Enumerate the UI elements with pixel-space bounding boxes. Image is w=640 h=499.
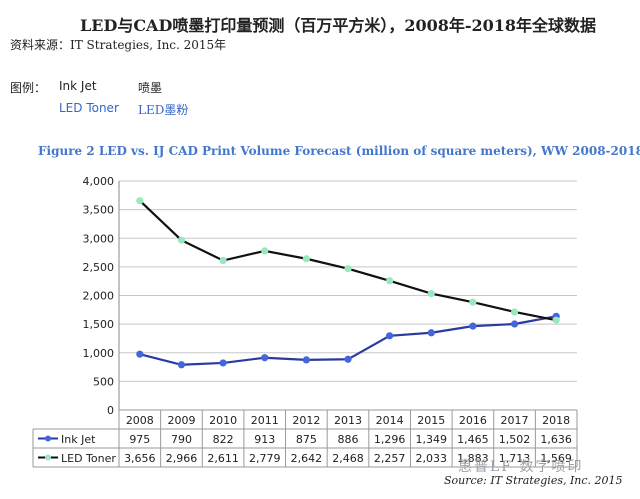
x-tick-label: 2012 bbox=[292, 414, 320, 427]
x-tick-label: 2011 bbox=[251, 414, 279, 427]
x-tick-label: 2017 bbox=[501, 414, 529, 427]
x-tick-label: 2013 bbox=[334, 414, 362, 427]
table-series-name: LED Toner bbox=[61, 452, 116, 465]
x-tick-label: 2015 bbox=[417, 414, 445, 427]
x-tick-label: 2008 bbox=[126, 414, 154, 427]
table-value: 913 bbox=[254, 433, 275, 446]
legend-led-toner-cn: LED墨粉 bbox=[138, 103, 189, 117]
y-tick-label: 3,000 bbox=[83, 232, 115, 245]
data-point bbox=[510, 320, 519, 328]
data-point bbox=[136, 350, 144, 358]
data-point bbox=[344, 355, 352, 363]
data-point bbox=[261, 354, 269, 362]
table-value: 1,465 bbox=[457, 433, 489, 446]
data-point bbox=[386, 332, 394, 340]
table-value: 2,468 bbox=[332, 452, 364, 465]
y-tick-label: 2,500 bbox=[83, 261, 115, 274]
data-point bbox=[302, 356, 310, 364]
data-point bbox=[386, 277, 394, 285]
table-value: 1,636 bbox=[540, 433, 572, 446]
table-value: 1,569 bbox=[540, 452, 572, 465]
data-point bbox=[177, 361, 186, 369]
data-point bbox=[469, 322, 477, 330]
data-point bbox=[177, 236, 186, 244]
data-point bbox=[302, 255, 310, 263]
table-value: 2,779 bbox=[249, 452, 281, 465]
series-line-1 bbox=[139, 199, 557, 322]
figure-source: Source: IT Strategies, Inc. 2015 bbox=[444, 474, 623, 487]
source-text: 资料来源：IT Strategies, Inc. 2015年 bbox=[10, 38, 227, 52]
data-point bbox=[344, 265, 352, 273]
table-value: 1,502 bbox=[499, 433, 531, 446]
watermark: 惠普LF 数字喷印 bbox=[458, 459, 584, 475]
table-value: 2,966 bbox=[166, 452, 198, 465]
table-series-name: Ink Jet bbox=[61, 433, 96, 446]
data-point bbox=[427, 290, 435, 298]
data-point bbox=[469, 298, 477, 306]
chart-title: LED与CAD喷墨打印量预测（百万平方米），2008年-2018年全球数据 bbox=[80, 16, 597, 35]
table-legend-marker bbox=[45, 454, 51, 461]
legend-ink-jet-cn: 喷墨 bbox=[138, 81, 163, 95]
table-value: 790 bbox=[171, 433, 192, 446]
x-tick-label: 2010 bbox=[209, 414, 237, 427]
table-value: 875 bbox=[296, 433, 317, 446]
figure-title: Figure 2 LED vs. IJ CAD Print Volume For… bbox=[38, 144, 640, 158]
legend-led-toner-en: LED Toner bbox=[59, 101, 119, 115]
table-value: 2,257 bbox=[374, 452, 406, 465]
x-tick-label: 2016 bbox=[459, 414, 487, 427]
table-value: 822 bbox=[213, 433, 234, 446]
data-point bbox=[261, 247, 269, 255]
x-tick-label: 2014 bbox=[376, 414, 404, 427]
y-tick-label: 500 bbox=[93, 375, 114, 388]
table-value: 3,656 bbox=[124, 452, 156, 465]
y-tick-label: 0 bbox=[107, 404, 114, 417]
x-tick-label: 2018 bbox=[542, 414, 570, 427]
data-point bbox=[510, 308, 519, 316]
table-value: 2,642 bbox=[291, 452, 323, 465]
data-point bbox=[552, 316, 560, 324]
data-point bbox=[427, 329, 435, 337]
y-tick-label: 1,000 bbox=[83, 347, 115, 360]
table-value: 1,349 bbox=[416, 433, 448, 446]
table-value: 886 bbox=[338, 433, 359, 446]
table-value: 1,713 bbox=[499, 452, 531, 465]
table-value: 2,611 bbox=[207, 452, 239, 465]
table-value: 1,296 bbox=[374, 433, 406, 446]
y-tick-label: 4,000 bbox=[83, 175, 115, 188]
y-tick-label: 1,500 bbox=[83, 318, 115, 331]
legend-ink-jet-en: Ink Jet bbox=[59, 79, 97, 93]
y-tick-label: 3,500 bbox=[83, 204, 115, 217]
data-point bbox=[219, 359, 227, 367]
x-tick-label: 2009 bbox=[167, 414, 195, 427]
table-legend-marker bbox=[45, 435, 51, 442]
y-tick-label: 2,000 bbox=[83, 290, 115, 303]
table-value: 2,033 bbox=[416, 452, 448, 465]
legend-label: 图例： bbox=[10, 81, 47, 95]
table-value: 975 bbox=[129, 433, 150, 446]
table-value: 1,883 bbox=[457, 452, 489, 465]
data-point bbox=[219, 256, 227, 265]
data-point bbox=[136, 197, 144, 205]
